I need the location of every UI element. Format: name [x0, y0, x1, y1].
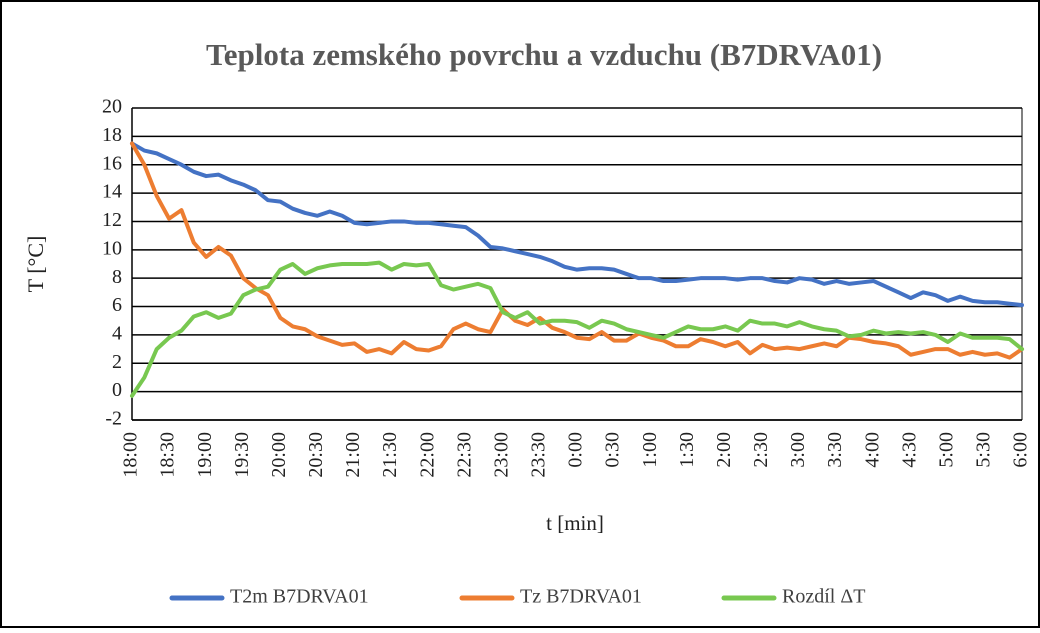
- x-tick-label: 5:30: [973, 432, 995, 468]
- y-tick-label: 12: [102, 209, 122, 231]
- x-tick-label: 18:00: [120, 432, 142, 478]
- x-tick-label: 4:00: [861, 432, 883, 468]
- y-tick-label: -2: [105, 408, 122, 430]
- y-tick-label: 10: [102, 237, 122, 259]
- x-tick-label: 3:30: [824, 432, 846, 468]
- x-tick-label: 23:30: [528, 432, 550, 478]
- y-tick-label: 20: [102, 96, 122, 118]
- x-tick-label: 20:00: [268, 432, 290, 478]
- x-tick-label: 3:00: [787, 432, 809, 468]
- x-tick-label: 23:00: [490, 432, 512, 478]
- grid: [131, 107, 1023, 421]
- series-line: [130, 141, 1024, 360]
- legend-label: Rozdíl ΔT: [782, 586, 865, 608]
- series-line: [130, 141, 1024, 308]
- y-tick-label: 0: [112, 379, 122, 401]
- x-tick-label: 2:00: [713, 432, 735, 468]
- y-tick-label: 4: [112, 323, 122, 345]
- x-tick-label: 22:30: [453, 432, 475, 478]
- x-tick-label: 21:30: [379, 432, 401, 478]
- legend-label: T2m B7DRVA01: [230, 586, 369, 608]
- plot-area: [130, 141, 1024, 398]
- x-tick-label: 18:30: [157, 432, 179, 478]
- x-tick-label: 21:00: [342, 432, 364, 478]
- x-tick-label: 19:00: [194, 432, 216, 478]
- y-tick-label: 14: [102, 181, 122, 203]
- x-tick-label: 0:00: [565, 432, 587, 468]
- x-axis-label: t [min]: [546, 511, 604, 535]
- legend: T2m B7DRVA01 Tz B7DRVA01 Rozdíl ΔT: [169, 586, 865, 608]
- y-tick-label: 16: [102, 152, 122, 174]
- x-tick-label: 22:00: [416, 432, 438, 478]
- x-tick-label: 20:30: [305, 432, 327, 478]
- x-tick-label: 1:00: [639, 432, 661, 468]
- x-tick-label: 0:30: [602, 432, 624, 468]
- x-tick-label: 5:00: [935, 432, 957, 468]
- x-tick-label: 2:30: [750, 432, 772, 468]
- x-tick-label: 6:00: [1010, 432, 1032, 468]
- chart-title: Teplota zemského povrchu a vzduchu (B7DR…: [206, 37, 882, 72]
- y-tick-label: 6: [112, 294, 122, 316]
- x-tick-label: 4:30: [898, 432, 920, 468]
- legend-label: Tz B7DRVA01: [520, 586, 642, 608]
- y-tick-label: 8: [112, 266, 122, 288]
- x-tick-label: 19:30: [231, 432, 253, 478]
- axis-labels: -2 0 2 4 6 8 10 12 14 16 18 20 18:00 18:30 19:00 19:30 2…: [102, 96, 1032, 478]
- y-tick-label: 2: [112, 351, 122, 373]
- series-line: [130, 260, 1024, 398]
- y-tick-label: 18: [102, 124, 122, 146]
- x-tick-label: 1:30: [676, 432, 698, 468]
- y-axis-label: T [°C]: [23, 236, 48, 293]
